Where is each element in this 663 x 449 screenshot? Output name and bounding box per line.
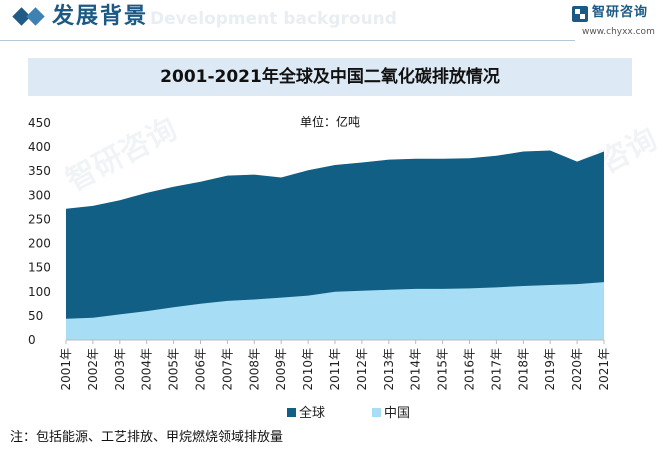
logo-text: 智研咨询 xyxy=(592,5,649,20)
y-tick-label: 200 xyxy=(28,237,51,251)
footnote: 注：包括能源、工艺排放、甲烷燃烧领域排放量 xyxy=(10,430,284,445)
x-tick-label: 2005年 xyxy=(167,348,181,391)
y-tick-label: 400 xyxy=(28,140,51,154)
y-tick-label: 450 xyxy=(28,116,51,130)
x-tick-label: 2008年 xyxy=(247,348,261,391)
y-tick-label: 0 xyxy=(28,333,36,347)
x-tick-label: 2013年 xyxy=(382,348,396,391)
y-tick-label: 150 xyxy=(28,261,51,275)
legend-swatch-0 xyxy=(287,408,296,417)
x-tick-label: 2011年 xyxy=(328,348,342,391)
chart-title-band: 2001-2021年全球及中国二氧化碳排放情况 xyxy=(28,58,632,96)
section-title-english: Development background xyxy=(150,9,397,29)
section-header: Development background 发展背景 智研咨询 www.chy… xyxy=(0,0,663,44)
x-tick-label: 2006年 xyxy=(194,348,208,391)
logo-url: www.chyxx.com xyxy=(582,27,655,37)
x-tick-label: 2019年 xyxy=(543,348,557,391)
legend-label-0: 全球 xyxy=(299,405,325,421)
section-title: 发展背景 xyxy=(52,4,149,29)
legend-label-1: 中国 xyxy=(384,406,410,421)
x-tick-label: 2014年 xyxy=(409,348,423,391)
y-tick-label: 350 xyxy=(28,164,51,178)
x-tick-label: 2002年 xyxy=(86,348,100,391)
series-area-1 xyxy=(66,282,604,340)
x-tick-label: 2004年 xyxy=(140,348,154,391)
chart-unit-label: 单位：亿吨 xyxy=(300,115,361,129)
y-tick-label: 250 xyxy=(28,212,51,226)
x-tick-label: 2003年 xyxy=(113,348,127,391)
x-tick-label: 2009年 xyxy=(274,348,288,391)
y-tick-label: 300 xyxy=(28,188,51,202)
x-tick-label: 2018年 xyxy=(516,348,530,391)
x-tick-label: 2017年 xyxy=(489,348,503,391)
legend-swatch-1 xyxy=(372,408,381,417)
logo-icon xyxy=(572,6,588,22)
header-divider xyxy=(0,40,575,41)
y-tick-label: 100 xyxy=(28,285,51,299)
x-tick-label: 2012年 xyxy=(355,348,369,391)
x-tick-label: 2021年 xyxy=(597,348,611,391)
x-tick-label: 2010年 xyxy=(301,348,315,391)
x-tick-label: 2015年 xyxy=(436,348,450,391)
x-tick-label: 2007年 xyxy=(220,348,234,391)
chart-title: 2001-2021年全球及中国二氧化碳排放情况 xyxy=(160,67,500,87)
x-tick-label: 2001年 xyxy=(59,348,73,391)
x-tick-label: 2020年 xyxy=(570,348,584,391)
x-tick-label: 2016年 xyxy=(463,348,477,391)
y-tick-label: 50 xyxy=(28,309,43,323)
